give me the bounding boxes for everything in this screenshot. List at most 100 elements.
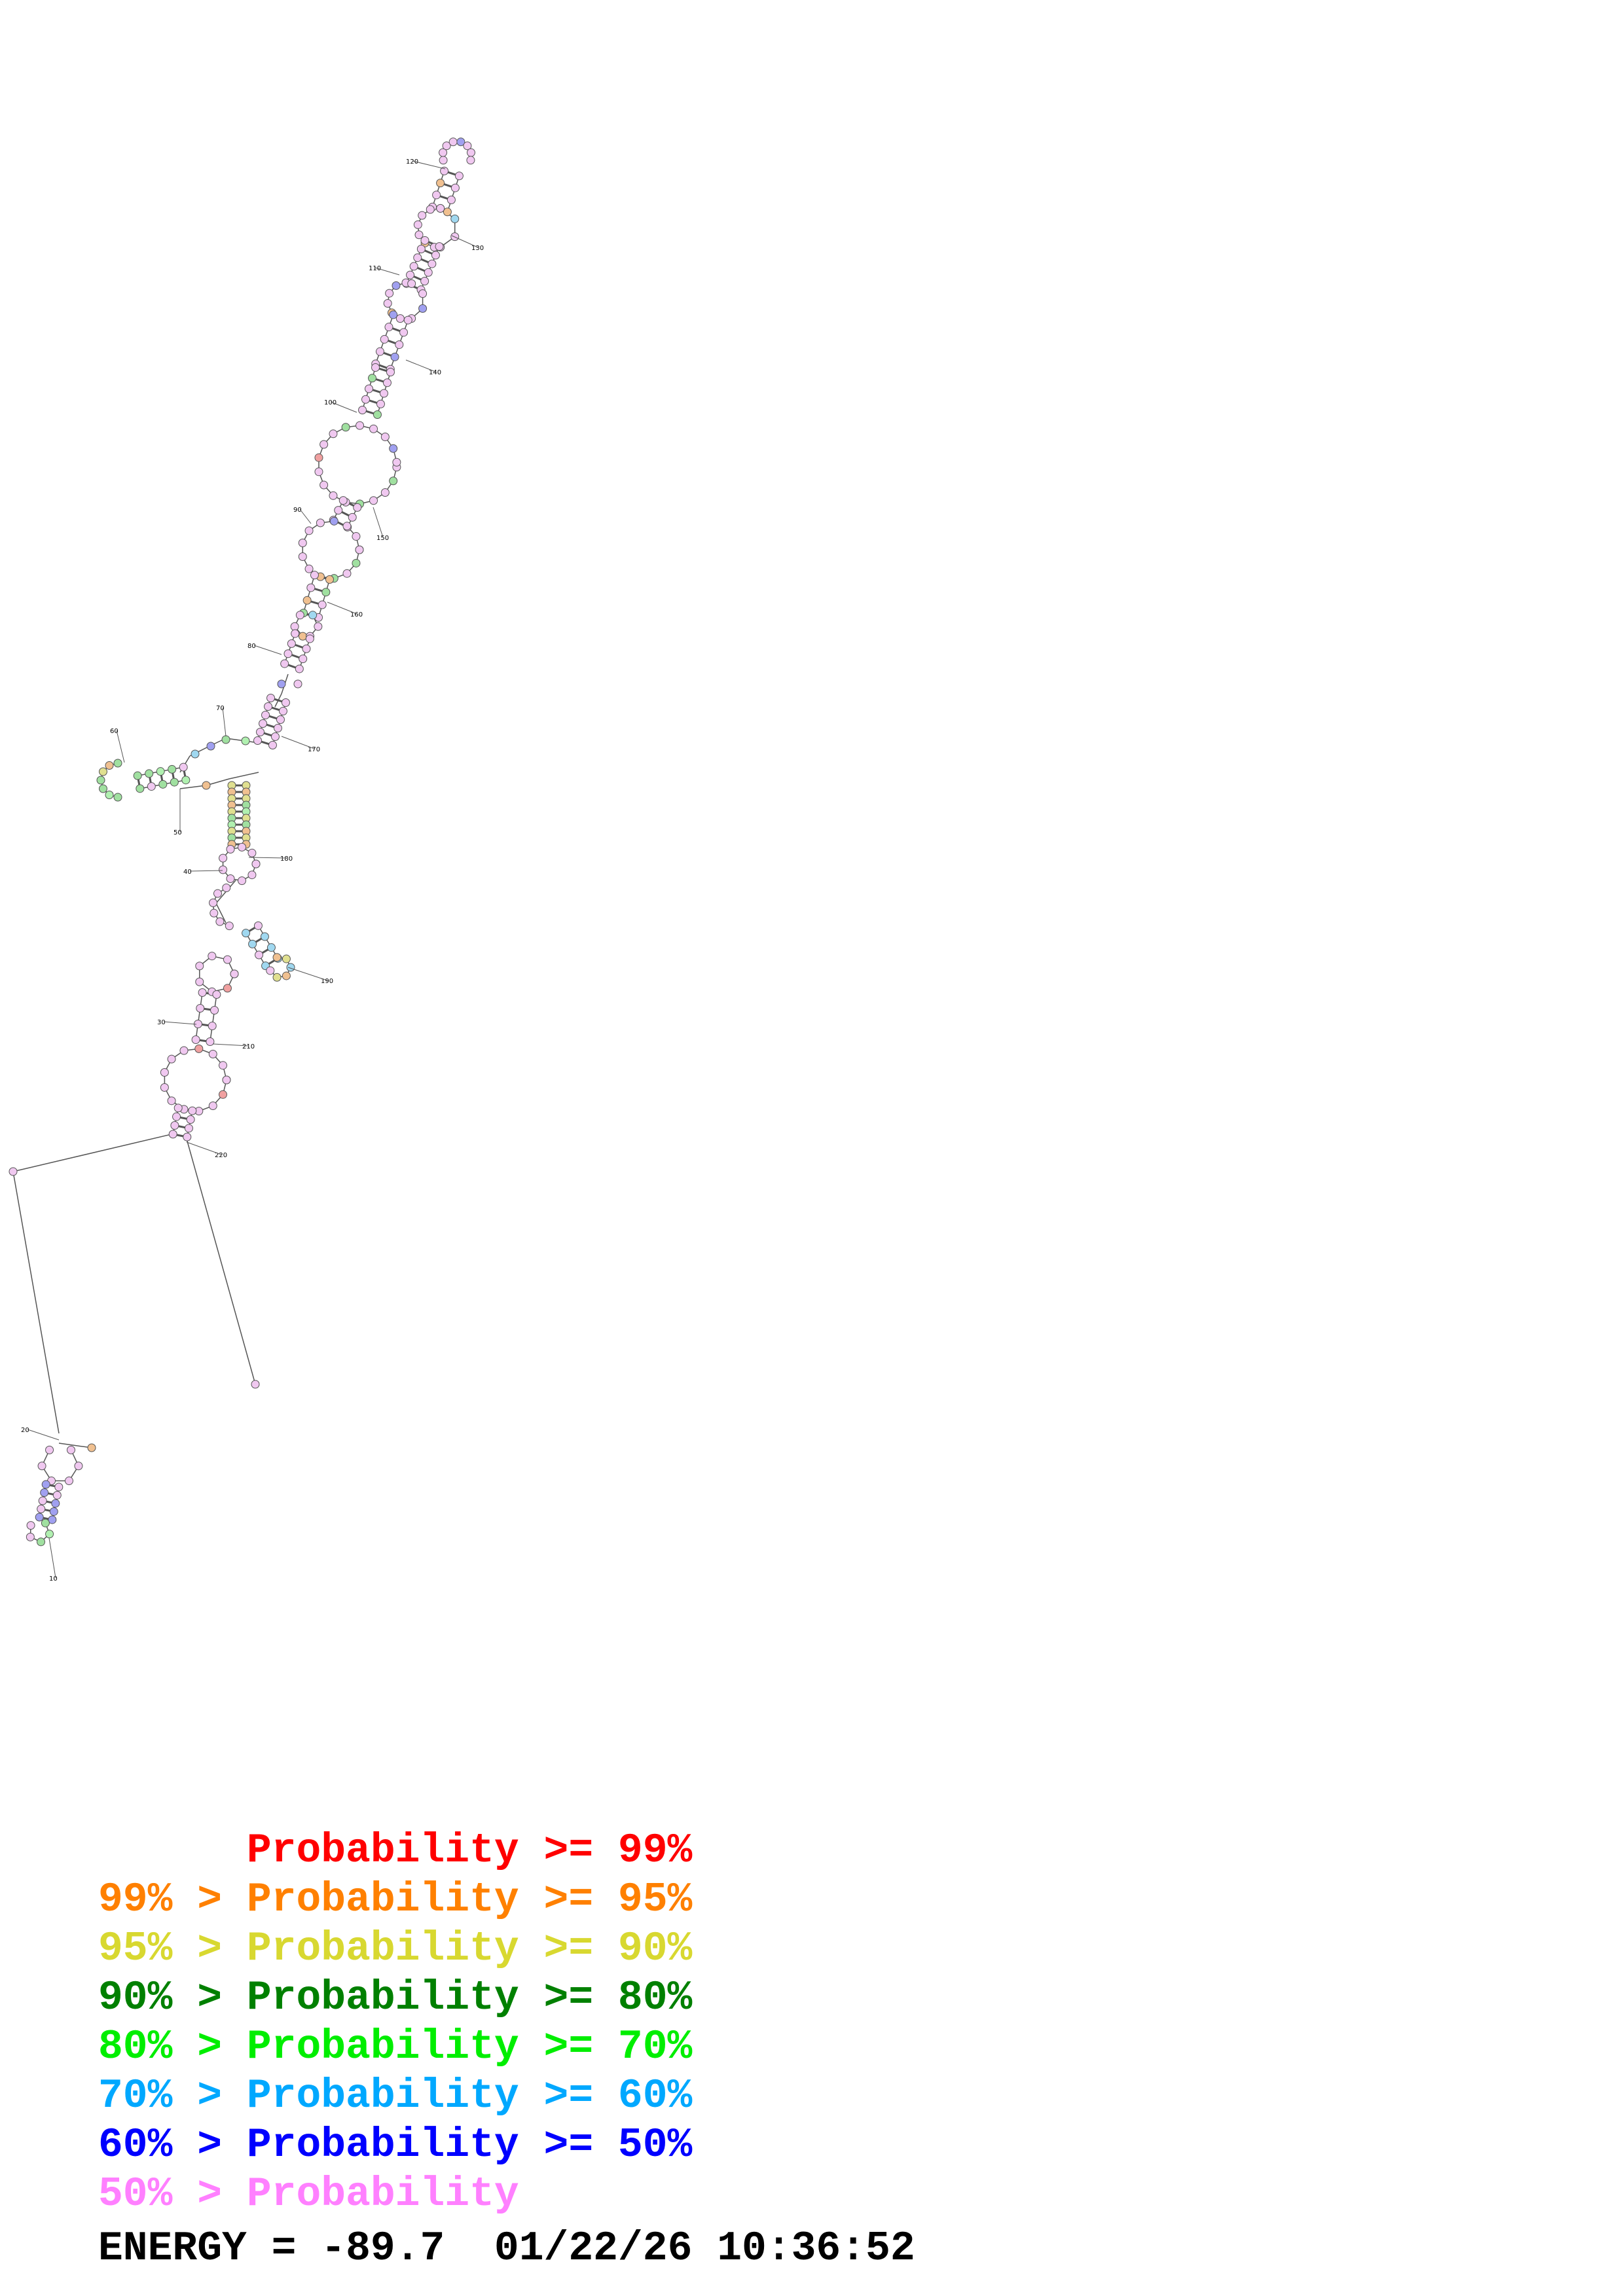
nucleotide [369, 496, 378, 505]
nucleotide [399, 328, 409, 337]
nucleotide [147, 782, 156, 791]
nucleotide [172, 1112, 181, 1121]
nucleotide [195, 961, 204, 971]
nucleotide [290, 622, 299, 631]
nucleotide [273, 724, 282, 733]
nucleotide [431, 251, 440, 260]
nucleotide [443, 207, 452, 217]
nucleotide [314, 622, 323, 631]
nucleotide [145, 769, 154, 778]
nucleotide [160, 1083, 169, 1092]
nucleotide [342, 569, 352, 578]
position-label: 30 [157, 1019, 166, 1026]
nucleotide [304, 526, 314, 535]
nucleotide [409, 262, 418, 271]
nucleotide [266, 693, 276, 702]
nucleotide [389, 310, 398, 319]
nucleotide [196, 1003, 205, 1013]
label-leader [163, 1021, 197, 1025]
nucleotide [208, 952, 217, 961]
nucleotide [299, 655, 308, 664]
nucleotide [208, 1049, 217, 1058]
nucleotide [329, 491, 338, 500]
nucleotide [428, 259, 437, 268]
legend-row: Probability >= 99% [98, 1827, 693, 1874]
nucleotide [215, 917, 225, 926]
nucleotide [276, 715, 285, 725]
nucleotide [418, 211, 427, 220]
nucleotide [329, 429, 338, 439]
backbone-segment [186, 1138, 256, 1385]
nucleotide [298, 632, 307, 641]
nucleotide [380, 432, 390, 441]
label-leader [248, 857, 287, 859]
nucleotide [369, 424, 378, 433]
nucleotide [283, 649, 293, 658]
nucleotide [188, 1106, 197, 1115]
nucleotide [222, 883, 231, 892]
nucleotide [206, 742, 215, 751]
label-leader [412, 160, 446, 170]
nucleotide [52, 1490, 62, 1499]
backbone-lines [12, 141, 472, 1543]
nucleotide [440, 166, 449, 175]
nucleotide [168, 1130, 177, 1139]
nucleotide [448, 137, 458, 147]
nucleotide [413, 220, 422, 229]
legend-row: 50% > Probability [98, 2171, 519, 2217]
nucleotide [436, 179, 445, 188]
label-leader [327, 601, 357, 615]
nucleotide [287, 639, 296, 648]
probability-legend: Probability >= 99% 99% > Probability >= 9… [98, 1826, 692, 2219]
nucleotide [463, 141, 472, 151]
nucleotide [208, 1022, 217, 1031]
energy-label: ENERGY [98, 2225, 247, 2272]
position-label: 120 [406, 158, 418, 166]
nucleotide [45, 1445, 54, 1454]
nucleotide [219, 865, 228, 874]
nucleotide [355, 545, 364, 554]
nucleotide [321, 588, 331, 597]
nucleotide [376, 399, 385, 408]
nucleotide [213, 889, 222, 898]
position-label: 180 [280, 855, 293, 863]
nucleotide [219, 853, 228, 863]
nucleotide [406, 270, 415, 279]
nucleotide [51, 1499, 60, 1508]
nucleotide [439, 156, 448, 165]
nucleotide [416, 245, 426, 254]
nucleotide [238, 876, 247, 886]
label-leader [451, 235, 479, 248]
nucleotide [198, 988, 207, 997]
nucleotide [186, 1115, 195, 1124]
nucleotide [266, 966, 275, 975]
nucleotide [48, 1515, 57, 1524]
label-leader [287, 967, 328, 981]
nucleotide [191, 749, 200, 759]
backbone-segment [179, 785, 207, 789]
position-label: 20 [21, 1427, 29, 1434]
nucleotide [304, 564, 314, 573]
nucleotide [435, 242, 444, 251]
nucleotide [319, 480, 329, 490]
nucleotide [41, 1518, 50, 1528]
nucleotide [179, 1046, 189, 1055]
nucleotide [392, 457, 401, 467]
nucleotide [466, 156, 475, 165]
nucleotide [64, 1477, 73, 1486]
nucleotide [325, 575, 335, 584]
position-label: 80 [247, 643, 256, 650]
nucleotide [413, 253, 422, 262]
position-label: 10 [49, 1575, 58, 1583]
nucleotide [395, 340, 404, 350]
nucleotide [295, 664, 304, 673]
nucleotide [253, 921, 263, 930]
nucleotide [298, 538, 307, 547]
nucleotide [456, 137, 465, 147]
nucleotide [247, 870, 257, 880]
nucleotide [230, 969, 239, 978]
nucleotide [223, 955, 232, 964]
label-leader [405, 359, 436, 372]
nucleotide [454, 171, 464, 181]
